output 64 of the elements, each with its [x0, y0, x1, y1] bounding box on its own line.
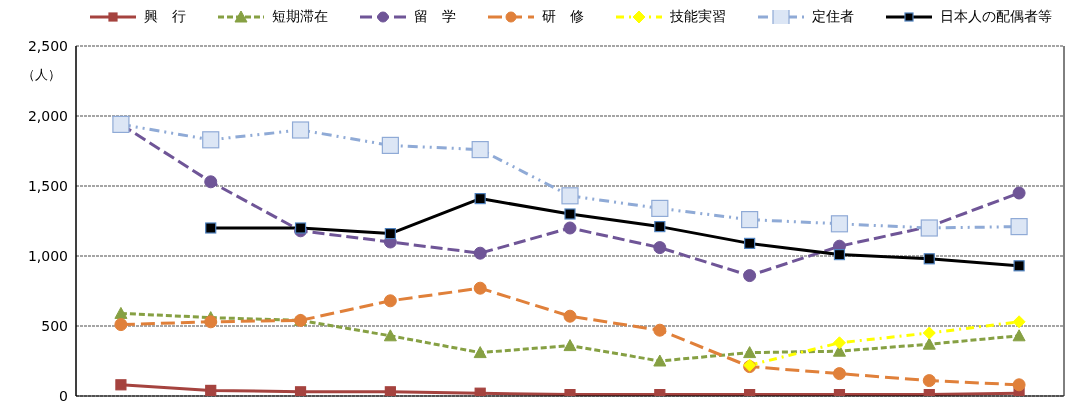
- point: [563, 339, 577, 352]
- point: [830, 215, 849, 233]
- y-tick-label: 1,500: [27, 177, 68, 194]
- legend-label: 留 学: [414, 8, 456, 26]
- point: [474, 387, 486, 396]
- point: [922, 337, 936, 350]
- point: [115, 379, 127, 391]
- point: [563, 221, 577, 235]
- legend-label: 興 行: [144, 8, 186, 26]
- point: [202, 131, 220, 149]
- point: [383, 329, 397, 342]
- point: [832, 367, 846, 381]
- point: [205, 384, 217, 396]
- point: [922, 374, 936, 388]
- point: [741, 211, 759, 229]
- point: [653, 323, 667, 337]
- point: [653, 354, 667, 367]
- point: [1010, 218, 1028, 236]
- point: [1012, 186, 1026, 200]
- point: [743, 346, 757, 359]
- point: [291, 121, 310, 139]
- point: [204, 315, 218, 329]
- legend-label: 研 修: [542, 8, 584, 26]
- point: [923, 253, 935, 265]
- point: [922, 326, 936, 340]
- legend-label: 短期滞在: [272, 8, 328, 26]
- y-axis-title: （人）: [22, 66, 61, 84]
- point: [474, 193, 486, 205]
- y-tick-label: 1,000: [27, 247, 68, 264]
- point: [294, 386, 307, 396]
- point: [1012, 378, 1026, 392]
- point: [832, 336, 846, 350]
- point: [564, 208, 576, 220]
- point: [473, 246, 487, 260]
- legend-label: 技能実習: [670, 8, 726, 26]
- point: [561, 187, 579, 205]
- point: [833, 249, 846, 261]
- point: [744, 237, 756, 249]
- point: [1012, 315, 1026, 329]
- point: [114, 306, 128, 319]
- point: [654, 221, 666, 233]
- point: [294, 222, 307, 234]
- point: [205, 222, 217, 234]
- point: [653, 241, 667, 255]
- point: [384, 228, 396, 240]
- legend-label: 日本人の配偶者等: [940, 8, 1052, 26]
- point: [563, 309, 577, 323]
- point: [384, 386, 396, 396]
- point: [1012, 329, 1026, 342]
- point: [381, 136, 399, 154]
- point: [473, 281, 487, 295]
- y-tick-label: 0: [59, 387, 68, 404]
- point: [471, 141, 489, 159]
- y-tick-label: 2,500: [27, 37, 68, 54]
- point: [114, 318, 128, 332]
- legend-label: 定住者: [812, 8, 854, 26]
- y-tick-label: 500: [41, 317, 68, 334]
- y-tick-label: 2,000: [27, 107, 68, 124]
- point: [1013, 260, 1025, 272]
- point: [204, 175, 218, 189]
- point: [383, 294, 397, 308]
- point: [473, 346, 487, 359]
- point: [743, 269, 757, 283]
- point: [651, 199, 669, 217]
